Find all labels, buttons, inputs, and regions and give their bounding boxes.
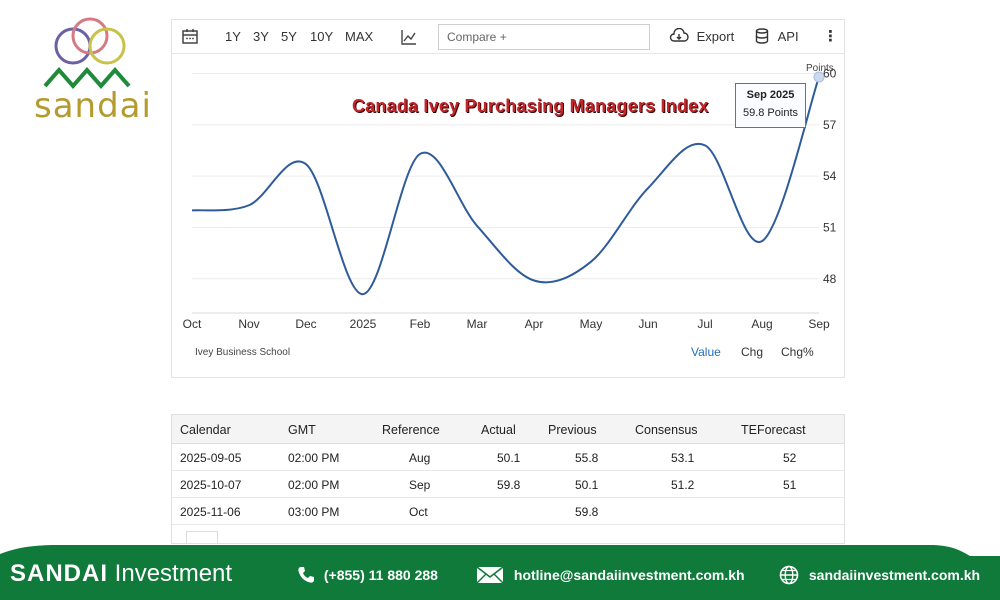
cell-actual: 50.1 <box>497 451 521 465</box>
header-reference: Reference <box>382 423 440 437</box>
x-tick-label: Jun <box>638 317 657 331</box>
tooltip-date: Sep 2025 <box>746 89 795 101</box>
cell-gmt: 03:00 PM <box>288 505 340 519</box>
y-tick-label: 60 <box>823 67 837 81</box>
chart-tooltip: Sep 2025 59.8 Points <box>735 83 806 128</box>
calendar-icon[interactable] <box>181 27 199 48</box>
cell-reference: Oct <box>409 505 428 519</box>
chart-toolbar: 1Y 3Y 5Y 10Y MAX Export API ⋮ <box>172 20 844 54</box>
table-row: 2025-11-06 03:00 PM Oct 59.8 <box>172 498 844 525</box>
api-button[interactable]: API <box>755 28 799 44</box>
y-tick-label: 54 <box>823 169 837 183</box>
cell-gmt: 02:00 PM <box>288 451 340 465</box>
footer-brand-rest: Investment <box>108 560 233 587</box>
footer-brand: SANDAI Investment <box>10 560 232 588</box>
more-options-icon[interactable]: ⋮ <box>823 28 838 45</box>
tab-chg[interactable]: Chg <box>741 345 764 359</box>
x-tick-label: Feb <box>410 317 431 331</box>
header-previous: Previous <box>548 423 597 437</box>
x-tick-label: May <box>580 317 603 331</box>
cell-date: 2025-11-06 <box>180 505 241 519</box>
mail-icon <box>476 566 504 584</box>
y-tick-label: 48 <box>823 272 837 286</box>
header-calendar: Calendar <box>180 423 231 437</box>
range-5y-button[interactable]: 5Y <box>281 29 297 44</box>
x-tick-label: Jul <box>697 317 712 331</box>
phone-icon <box>298 567 314 583</box>
cell-previous: 55.8 <box>575 451 599 465</box>
cell-date: 2025-10-07 <box>180 478 242 492</box>
cloud-download-icon <box>669 27 689 42</box>
y-tick-label: 57 <box>823 118 837 132</box>
highlight-point <box>813 71 825 83</box>
table-header-row: Calendar GMT Reference Actual Previous C… <box>172 415 844 444</box>
logo-wordmark: sandai <box>34 86 152 126</box>
footer-email-text: hotline@sandaiinvestment.com.kh <box>513 567 745 583</box>
cell-teforecast: 52 <box>783 451 797 465</box>
x-tick-label: Oct <box>183 317 202 331</box>
cell-consensus: 51.2 <box>671 478 695 492</box>
footer-brand-bold: SANDAI <box>10 560 109 587</box>
cell-gmt: 02:00 PM <box>288 478 340 492</box>
footer-email[interactable]: hotline@sandaiinvestment.com.kh <box>476 565 745 585</box>
range-10y-button[interactable]: 10Y <box>310 29 334 44</box>
chart-panel: 1Y 3Y 5Y 10Y MAX Export API ⋮ 48 51 54 57 60… <box>171 19 845 378</box>
globe-icon <box>779 565 799 585</box>
api-label: API <box>777 29 799 44</box>
calendar-table: Calendar GMT Reference Actual Previous C… <box>171 414 845 544</box>
chart-type-icon[interactable] <box>400 28 418 49</box>
cell-previous: 59.8 <box>575 505 599 519</box>
chart-source: Ivey Business School <box>195 347 291 358</box>
sandai-logo <box>30 14 160 124</box>
cell-teforecast: 51 <box>783 478 797 492</box>
cell-previous: 50.1 <box>575 478 599 492</box>
cell-reference: Aug <box>409 451 431 465</box>
export-label: Export <box>696 29 735 44</box>
tooltip-value: 59.8 Points <box>742 107 799 119</box>
tab-value[interactable]: Value <box>691 345 721 359</box>
cell-reference: Sep <box>409 478 431 492</box>
range-1y-button[interactable]: 1Y <box>225 29 241 44</box>
x-tick-label: Nov <box>238 317 259 331</box>
table-row: 2025-10-07 02:00 PM Sep 59.8 50.1 51.2 5… <box>172 471 844 498</box>
cell-actual: 59.8 <box>497 478 521 492</box>
cell-consensus: 53.1 <box>671 451 695 465</box>
series-line <box>191 76 820 296</box>
footer-website-text: sandaiinvestment.com.kh <box>808 567 981 583</box>
pagination-stub[interactable] <box>186 531 218 543</box>
y-tick-label: 51 <box>823 220 837 234</box>
footer-website[interactable]: sandaiinvestment.com.kh <box>779 565 980 585</box>
compare-input[interactable] <box>438 24 650 50</box>
cell-date: 2025-09-05 <box>180 451 242 465</box>
range-3y-button[interactable]: 3Y <box>253 29 269 44</box>
x-tick-label: Sep <box>808 317 830 331</box>
x-tick-label: Aug <box>751 317 772 331</box>
x-tick-label: Dec <box>295 317 316 331</box>
logo-rings-icon <box>43 17 131 90</box>
tab-chg-percent[interactable]: Chg% <box>781 345 814 359</box>
header-actual: Actual <box>481 423 516 437</box>
table-row: 2025-09-05 02:00 PM Aug 50.1 55.8 53.1 5… <box>172 444 844 471</box>
export-button[interactable]: Export <box>669 27 735 44</box>
header-teforecast: TEForecast <box>741 423 806 437</box>
x-tick-label: 2025 <box>350 317 377 331</box>
y-axis-unit: Points <box>806 63 834 74</box>
x-tick-label: Apr <box>525 317 544 331</box>
database-icon <box>755 28 769 44</box>
footer-phone[interactable]: (+855) 11 880 288 <box>296 565 438 585</box>
x-tick-label: Mar <box>467 317 488 331</box>
header-gmt: GMT <box>288 423 316 437</box>
footer-phone-text: (+855) 11 880 288 <box>323 567 438 583</box>
header-consensus: Consensus <box>635 423 698 437</box>
chart-title: Canada Ivey Purchasing Managers Index <box>352 96 709 116</box>
range-max-button[interactable]: MAX <box>345 29 374 44</box>
